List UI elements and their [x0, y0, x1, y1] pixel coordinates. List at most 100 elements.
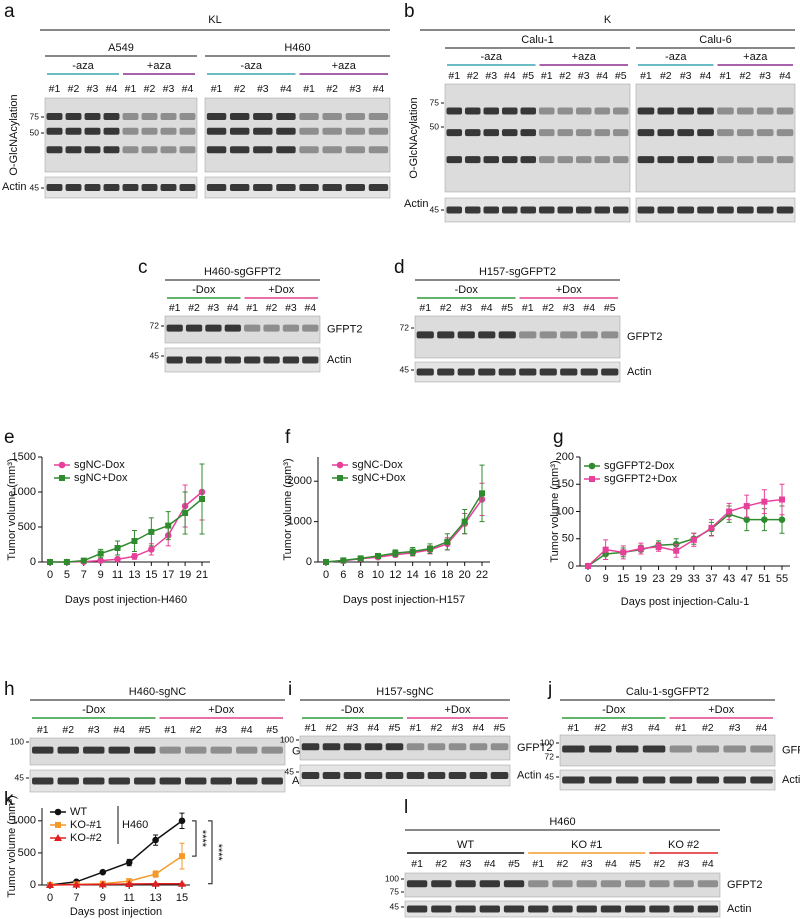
band	[756, 107, 774, 115]
band	[696, 745, 720, 753]
band	[539, 368, 557, 376]
point	[148, 528, 155, 535]
marker-label: 45	[285, 766, 295, 776]
group-label: -aza	[241, 60, 263, 72]
band	[448, 772, 467, 779]
band	[229, 113, 250, 120]
band	[210, 746, 232, 754]
group-label: -Dox	[192, 284, 216, 296]
band	[575, 129, 592, 137]
band	[498, 368, 516, 376]
x-tick-label: 16	[424, 569, 436, 581]
band	[625, 905, 646, 913]
x-tick-label: 7	[73, 892, 79, 904]
marker-label: 45	[545, 771, 555, 781]
x-tick-label: 6	[340, 569, 346, 581]
lane-label: #5	[615, 70, 627, 82]
marker-label: 72	[545, 751, 555, 761]
lane-label: #5	[266, 724, 278, 736]
x-tick-label: 47	[741, 573, 753, 585]
band	[65, 184, 82, 191]
lane-label: #2	[467, 70, 479, 82]
band	[416, 368, 434, 376]
point	[620, 549, 627, 556]
band	[580, 331, 598, 339]
band	[464, 107, 481, 115]
panel-letter: e	[4, 427, 15, 448]
band	[83, 777, 105, 785]
point	[585, 563, 591, 569]
lane-label: #1	[303, 83, 315, 95]
band	[464, 156, 481, 164]
point	[125, 859, 133, 866]
band	[302, 324, 319, 332]
point	[761, 516, 768, 523]
cell-name: Calu-1	[521, 34, 553, 46]
marker-label: 50	[30, 127, 40, 137]
point	[152, 836, 159, 844]
band	[560, 331, 578, 339]
row-label: Actin	[2, 181, 26, 193]
x-tick-label: 51	[758, 573, 770, 585]
band	[637, 206, 655, 214]
point	[148, 546, 155, 553]
band	[446, 156, 463, 164]
lane-label: #2	[326, 722, 338, 734]
band	[479, 880, 500, 888]
band	[431, 905, 452, 913]
band	[159, 777, 181, 785]
band	[301, 743, 320, 751]
band	[717, 107, 734, 115]
band	[600, 880, 622, 888]
point	[152, 871, 159, 878]
band	[385, 772, 404, 779]
lane-label: #2	[660, 70, 672, 82]
lane-label: #3	[208, 302, 220, 314]
lane-label: #4	[702, 858, 714, 870]
band	[103, 127, 120, 135]
band	[576, 905, 597, 913]
legend-label: sgGFPT2-Dox	[604, 460, 675, 472]
band	[717, 129, 734, 137]
legend-label: sgNC+Dox	[352, 472, 406, 484]
band	[637, 107, 655, 115]
row-label: Actin	[517, 769, 541, 781]
blot-strip	[44, 97, 198, 173]
panel-letter: c	[138, 257, 148, 278]
marker-label: 100	[385, 873, 399, 883]
point	[178, 879, 186, 887]
lane-label: #1	[411, 858, 423, 870]
band	[185, 746, 207, 754]
band	[108, 777, 130, 785]
x-tick-label: 12	[389, 569, 401, 581]
legend-label: sgNC-Dox	[74, 459, 125, 471]
lane-label: #1	[720, 70, 732, 82]
band	[776, 156, 794, 164]
marker-label: 45	[15, 772, 25, 782]
band	[141, 184, 158, 191]
x-tick-label: 20	[459, 569, 471, 581]
x-tick-label: 0	[47, 569, 53, 581]
band	[236, 746, 258, 754]
point	[743, 503, 750, 510]
band	[416, 331, 434, 339]
x-tick-label: 17	[162, 569, 174, 581]
row-label: GFPT2	[327, 323, 362, 335]
band	[65, 113, 82, 120]
lane-label: #4	[113, 724, 125, 736]
blot-strip	[559, 769, 776, 791]
cell-name: Calu-1-sgGFPT2	[626, 686, 709, 698]
lane-label: #3	[349, 83, 361, 95]
band	[229, 127, 250, 135]
band	[448, 743, 467, 751]
row-label: Actin	[327, 354, 351, 366]
band	[697, 880, 719, 888]
lane-label: #1	[448, 70, 460, 82]
x-axis-label: Days post injection-H157	[343, 594, 465, 606]
band	[299, 184, 319, 191]
legend-label: WT	[70, 806, 87, 818]
band	[160, 184, 177, 191]
band	[276, 146, 296, 154]
band	[244, 356, 261, 364]
panel-letter: f	[285, 427, 291, 448]
